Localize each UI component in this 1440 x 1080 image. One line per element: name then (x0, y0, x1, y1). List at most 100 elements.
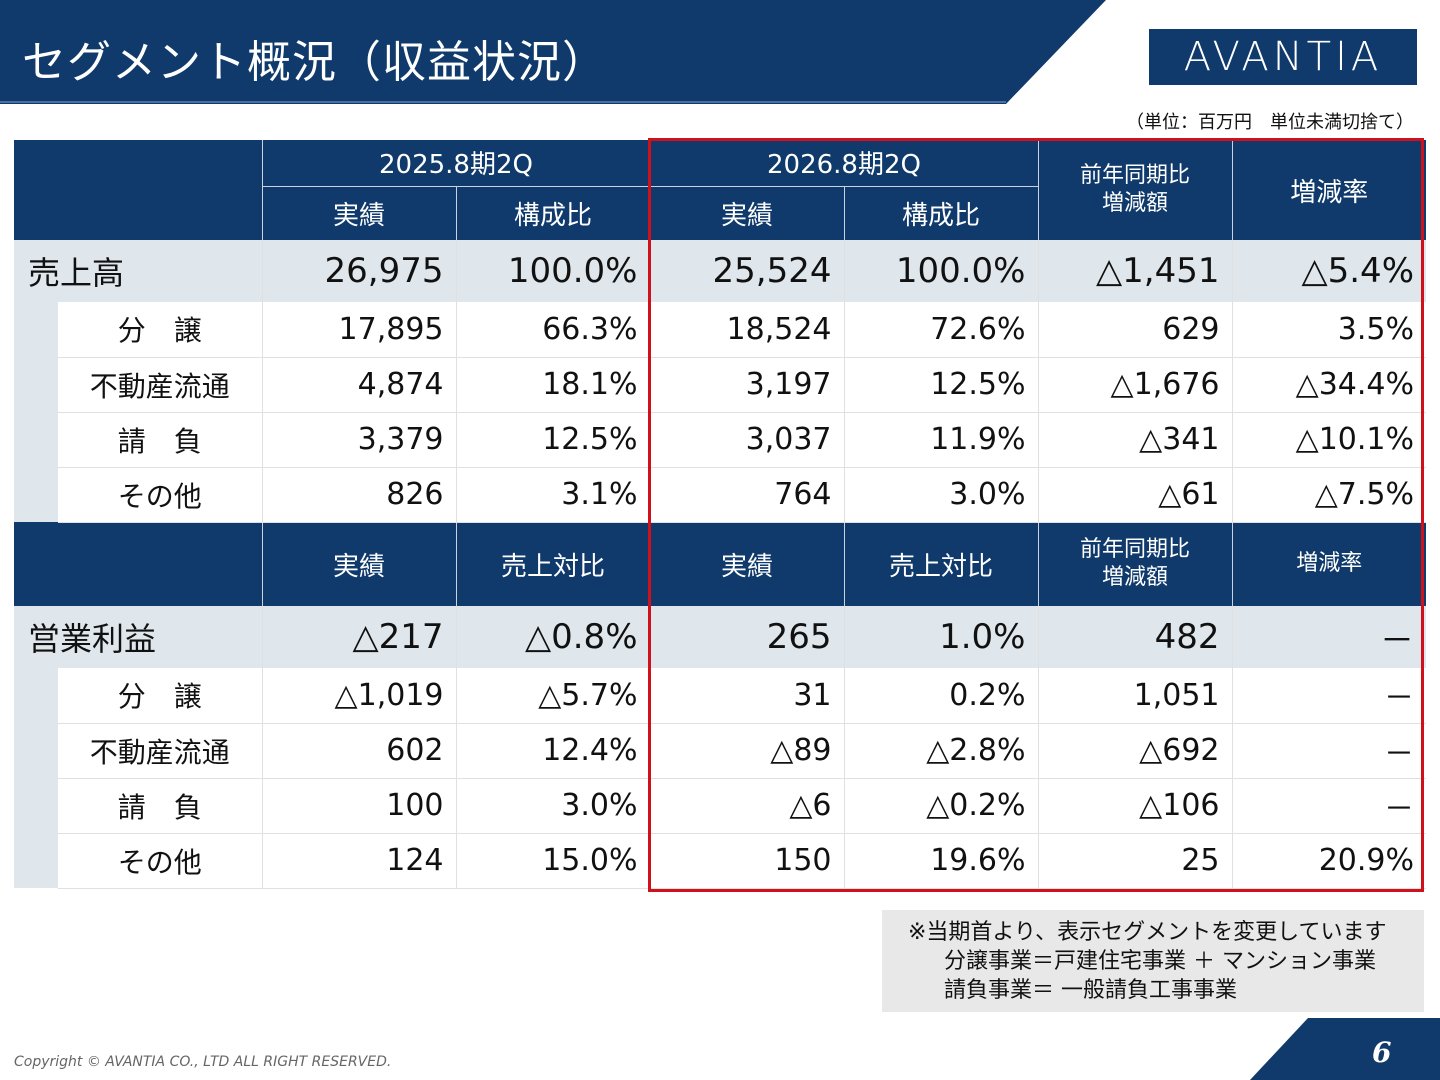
table-cell: 25 (1037, 833, 1232, 889)
table-cell: △1,676 (1037, 357, 1232, 413)
table-cell: 20.9% (1231, 833, 1426, 889)
page-title: セグメント概況（収益状況） (22, 37, 607, 88)
table-cell: 3,037 (649, 412, 844, 468)
profit-total-row: 営業利益 △217 △0.8% 265 1.0% 482 － (14, 606, 1426, 668)
table-row: 請 負 100 3.0% △6 △0.2% △106 － (14, 778, 1426, 834)
indent-bar (14, 302, 58, 522)
table-cell: － (1231, 668, 1426, 724)
table-cell: 602 (261, 723, 456, 779)
row-label: 分 譲 (58, 668, 262, 724)
table-cell: 25,524 (649, 240, 844, 302)
table-cell: 0.2% (843, 668, 1038, 724)
table-cell: 12.5% (843, 357, 1038, 413)
row-label: 請 負 (58, 778, 262, 834)
row-label: その他 (58, 467, 262, 523)
header-yoy-line1: 前年同期比 (1079, 163, 1190, 188)
table-cell: 3.0% (455, 778, 650, 834)
segment-table: 2025.8期2Q 2026.8期2Q 前年同期比 増減額 増減率 実績 構成比… (14, 140, 1426, 889)
table-cell: 1.0% (843, 606, 1038, 668)
table-row: その他 124 15.0% 150 19.6% 25 20.9% (14, 833, 1426, 889)
table-cell: △6 (649, 778, 844, 834)
table-cell: 482 (1037, 606, 1232, 668)
row-label: 不動産流通 (58, 357, 262, 413)
header-blank-2 (14, 522, 262, 606)
page-tab-shape (1250, 1018, 1440, 1080)
table-cell: 26,975 (261, 240, 456, 302)
table-cell: 72.6% (843, 302, 1038, 358)
table-cell: △0.2% (843, 778, 1038, 834)
table-cell: 17,895 (261, 302, 456, 358)
title-bar: セグメント概況（収益状況） AVANTIA (0, 0, 1440, 104)
header-sales-ratio-prev: 売上対比 (455, 522, 650, 606)
highlight-box (648, 138, 1424, 892)
table-cell: △7.5% (1231, 467, 1426, 523)
header-yoy-line1: 前年同期比 (1079, 537, 1190, 563)
header-sales-ratio-curr: 売上対比 (843, 522, 1038, 606)
table-cell: － (1231, 606, 1426, 668)
table-row: 分 譲 △1,019 △5.7% 31 0.2% 1,051 － (14, 668, 1426, 888)
header-actual-prev-2: 実績 (261, 522, 456, 606)
footnote-line-2: 分譲事業＝戸建住宅事業 ＋ マンション事業 (944, 949, 1376, 974)
table-cell: 100.0% (455, 240, 650, 302)
table-cell: 100.0% (843, 240, 1038, 302)
header-composition-prev: 構成比 (455, 186, 650, 240)
table-cell: 4,874 (261, 357, 456, 413)
table-cell: 1,051 (1037, 668, 1232, 724)
table-row: その他 826 3.1% 764 3.0% △61 △7.5% (14, 467, 1426, 523)
table-cell: 12.4% (455, 723, 650, 779)
header-yoy-line2: 増減額 (1101, 565, 1168, 591)
table-row: 不動産流通 4,874 18.1% 3,197 12.5% △1,676 △34… (14, 357, 1426, 413)
table-row: 請 負 3,379 12.5% 3,037 11.9% △341 △10.1% (14, 412, 1426, 468)
row-label: 不動産流通 (58, 723, 262, 779)
table-cell: 3.0% (843, 467, 1038, 523)
table-cell: 3.1% (455, 467, 650, 523)
header-yoy-diff: 前年同期比 増減額 (1037, 140, 1232, 240)
unit-note: （単位：百万円 単位未満切捨て） (1126, 112, 1414, 133)
table-cell: 3,379 (261, 412, 456, 468)
indent-bar (14, 668, 58, 888)
table-cell: 3,197 (649, 357, 844, 413)
table-cell: 18,524 (649, 302, 844, 358)
table-cell: 19.6% (843, 833, 1038, 889)
footnote-line-3: 請負事業＝ 一般請負工事事業 (944, 978, 1237, 1003)
table-cell: △2.8% (843, 723, 1038, 779)
header-composition-curr: 構成比 (843, 186, 1038, 240)
table-row: 分 譲 17,895 66.3% 18,524 72.6% 629 3.5% (14, 302, 1426, 522)
footnote: ※当期首より、表示セグメントを変更しています 分譲事業＝戸建住宅事業 ＋ マンシ… (882, 910, 1424, 1012)
table-cell: 31 (649, 668, 844, 724)
sales-total-row: 売上高 26,975 100.0% 25,524 100.0% △1,451 △… (14, 240, 1426, 302)
table-cell: △5.7% (455, 668, 650, 724)
table-cell: 629 (1037, 302, 1232, 358)
page-number: 6 (1372, 1036, 1392, 1069)
table-row: 不動産流通 602 12.4% △89 △2.8% △692 － (14, 723, 1426, 779)
table-cell: △1,019 (261, 668, 456, 724)
header-yoy-line2: 増減額 (1101, 191, 1168, 216)
table-cell: △1,451 (1037, 240, 1232, 302)
header-actual-prev: 実績 (261, 186, 456, 240)
header-yoy-diff-2: 前年同期比 増減額 (1037, 522, 1232, 606)
footnote-line-1: ※当期首より、表示セグメントを変更しています (908, 920, 1387, 945)
table-cell: △106 (1037, 778, 1232, 834)
table-cell: △341 (1037, 412, 1232, 468)
table-cell: △61 (1037, 467, 1232, 523)
row-label: 分 譲 (58, 302, 262, 358)
table-cell: △692 (1037, 723, 1232, 779)
company-logo: AVANTIA (1148, 28, 1418, 86)
table-cell: 150 (649, 833, 844, 889)
header-blank (14, 140, 262, 240)
row-label: その他 (58, 833, 262, 889)
table-cell: 265 (649, 606, 844, 668)
table-cell: － (1231, 778, 1426, 834)
profit-label: 営業利益 (14, 606, 262, 668)
table-cell: 66.3% (455, 302, 650, 358)
table-cell: － (1231, 723, 1426, 779)
table-cell: △34.4% (1231, 357, 1426, 413)
table-cell: 3.5% (1231, 302, 1426, 358)
table-cell: △5.4% (1231, 240, 1426, 302)
table-cell: 18.1% (455, 357, 650, 413)
title-banner-shape (0, 0, 1106, 104)
table-cell: 15.0% (455, 833, 650, 889)
row-label: 請 負 (58, 412, 262, 468)
table-cell: 11.9% (843, 412, 1038, 468)
copyright: Copyright © AVANTIA CO., LTD ALL RIGHT R… (14, 1054, 392, 1070)
